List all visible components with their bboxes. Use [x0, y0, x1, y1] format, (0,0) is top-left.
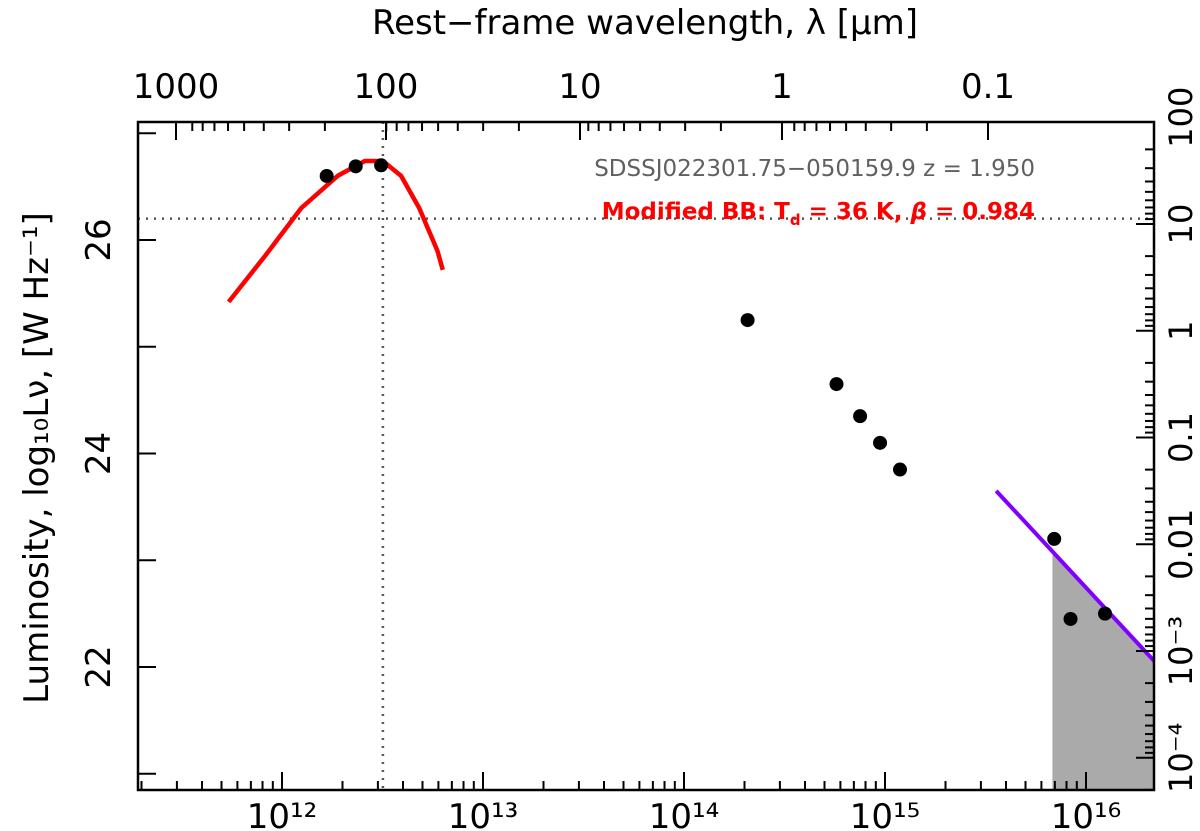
fit-label: Modified BB: Td = 36 K, β = 0.984	[602, 199, 1035, 229]
axis-ticks-layer	[138, 122, 1154, 791]
right-tick-label: 10⁻⁴	[1162, 723, 1200, 793]
plot-frame	[136, 120, 1156, 792]
object-label: SDSSJ022301.75−050159.9 z = 1.950	[594, 156, 1035, 182]
fit-label-subscript: d	[790, 211, 801, 229]
bottom-tick-label: 10¹⁵	[850, 797, 921, 831]
data-point	[740, 313, 755, 328]
top-tick-label: 10	[558, 67, 601, 107]
right-tick-label: 1	[1162, 321, 1200, 341]
data-points-layer	[319, 158, 1113, 626]
right-tick-label: 10⁻³	[1162, 616, 1200, 686]
data-point	[893, 462, 907, 477]
top-axis-title: Rest−frame wavelength, λ [μm]	[372, 3, 918, 43]
data-point	[348, 159, 363, 174]
fit-curves-layer	[226, 158, 1154, 664]
data-point	[374, 158, 389, 173]
bottom-tick-label: 10¹²	[247, 797, 318, 831]
fit-label-beta-value: = 0.984	[927, 199, 1035, 225]
left-axis-title: Luminosity, log₁₀Lν, [W Hz⁻¹]	[17, 212, 57, 704]
fit-label-suffix: = 36 K,	[801, 199, 911, 225]
top-tick-label: 100	[354, 67, 419, 107]
left-tick-label: 22	[79, 645, 119, 688]
tick-labels-layer: 10¹² 10¹³ 10¹⁴ 10¹⁵ 10¹⁶ 1000 100 10 1 0.1 22 24 26 1…	[79, 67, 1200, 831]
right-tick-label: 100	[1162, 87, 1200, 148]
bottom-tick-label: 10¹⁶	[1051, 797, 1122, 831]
reference-lines-layer	[138, 122, 1154, 790]
fit-label-beta: β	[909, 199, 926, 225]
data-point	[853, 409, 868, 424]
data-point	[1047, 531, 1062, 546]
left-tick-label: 24	[79, 432, 119, 475]
shaded-region-layer	[1052, 551, 1154, 790]
right-tick-label: 0.1	[1162, 412, 1200, 463]
fit-label-prefix: Modified BB: T	[602, 199, 790, 225]
shaded-extrapolation-region	[1052, 551, 1154, 790]
top-tick-label: 0.1	[961, 67, 1015, 107]
data-point	[319, 168, 334, 183]
left-tick-label: 26	[79, 218, 119, 261]
top-tick-label: 1	[771, 67, 793, 107]
data-point	[829, 377, 844, 392]
power-law-line	[994, 489, 1154, 664]
right-tick-label: 0.01	[1162, 509, 1200, 580]
modified-bb-curve	[226, 158, 445, 304]
right-tick-label: 10	[1162, 204, 1200, 245]
data-point	[1063, 611, 1078, 626]
top-tick-label: 1000	[133, 67, 220, 107]
bottom-tick-label: 10¹⁴	[649, 797, 720, 831]
bottom-tick-label: 10¹³	[448, 797, 519, 831]
data-point	[873, 435, 888, 450]
data-point	[1098, 606, 1113, 621]
